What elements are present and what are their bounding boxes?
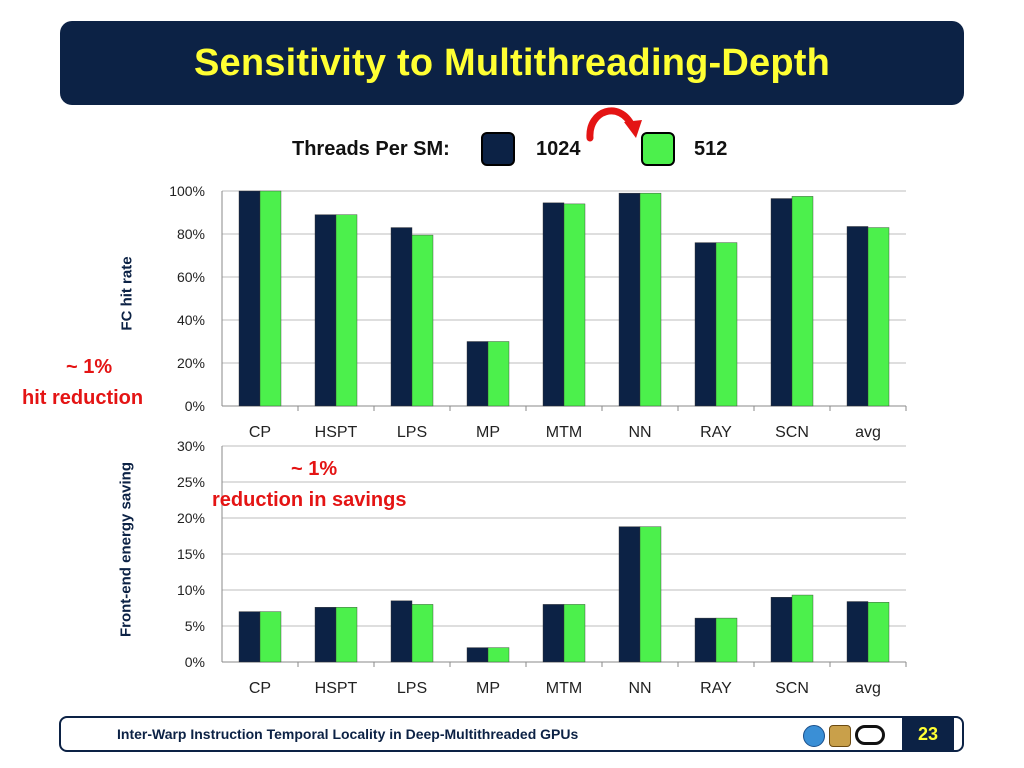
y-tick-label: 20% (177, 510, 205, 526)
bar-1024-avg (846, 601, 869, 663)
bar-512-avg (867, 227, 890, 407)
bar-512-LPS (411, 604, 434, 663)
crest-logo-icon (829, 725, 851, 747)
x-tick-label: HSPT (315, 424, 358, 441)
bar-1024-LPS (390, 600, 413, 663)
bar-512-RAY (715, 617, 738, 663)
bar-1024-avg (846, 226, 869, 407)
curved-arrow-icon (586, 107, 642, 142)
annotation-savings-text: reduction in savings (212, 489, 407, 511)
legend-swatch-512 (641, 132, 675, 166)
legend-label: Threads Per SM: (292, 138, 450, 160)
university-logo-icon (803, 725, 825, 747)
y-tick-label: 10% (177, 582, 205, 598)
chart-fc-hit-rate: 0% 20% 40% 60% 80% 100% CP HSPT LPS MP MTM NN RAY SCN… (169, 183, 907, 441)
bar-1024-SCN (770, 597, 793, 663)
bar-1024-SCN (770, 198, 793, 407)
y-tick-label: 5% (185, 618, 205, 634)
title-bar: Sensitivity to Multithreading-Depth (60, 21, 964, 105)
x-tick-label: RAY (700, 680, 732, 697)
bar-1024-NN (618, 526, 641, 663)
y-tick-label: 20% (177, 355, 205, 371)
x-tick-label: CP (249, 424, 271, 441)
bar-512-MP (487, 647, 510, 663)
bar-512-MTM (563, 203, 586, 407)
bar-1024-MTM (542, 202, 565, 407)
top-chart-ylabel: FC hit rate (118, 256, 136, 331)
bar-512-CP (259, 190, 282, 407)
bar-512-NN (639, 526, 662, 663)
bar-512-CP (259, 611, 282, 663)
x-tick-label: CP (249, 680, 271, 697)
bar-1024-CP (238, 611, 261, 663)
footer-bar: Inter-Warp Instruction Temporal Locality… (59, 716, 964, 752)
annotation-savings-percent: ~ 1% (291, 458, 338, 480)
annotation-hit-reduction-percent: ~ 1% (66, 356, 113, 378)
bar-1024-NN (618, 192, 641, 407)
bar-1024-HSPT (314, 607, 337, 663)
legend-entry-512: 512 (694, 138, 728, 160)
y-tick-label: 100% (169, 183, 205, 199)
x-tick-label: LPS (397, 680, 427, 697)
x-tick-label: NN (628, 424, 651, 441)
y-tick-label: 60% (177, 269, 205, 285)
bar-512-NN (639, 192, 662, 407)
bar-512-avg (867, 602, 890, 663)
legend-swatch-1024 (481, 132, 515, 166)
x-tick-label: HSPT (315, 680, 358, 697)
bottom-chart-ylabel: Front-end energy saving (117, 461, 135, 638)
bar-1024-RAY (694, 242, 717, 407)
bar-1024-LPS (390, 227, 413, 407)
bar-512-RAY (715, 242, 738, 407)
bar-512-SCN (791, 196, 814, 407)
x-tick-label: SCN (775, 424, 809, 441)
page-number: 23 (902, 716, 954, 752)
chain-logo-icon (855, 725, 885, 745)
bar-512-LPS (411, 234, 434, 407)
x-tick-label: MP (476, 680, 500, 697)
x-tick-label: SCN (775, 680, 809, 697)
legend-entry-1024: 1024 (536, 138, 581, 160)
annotation-hit-reduction-text: hit reduction (22, 387, 144, 409)
x-tick-label: avg (855, 680, 881, 697)
page-title: Sensitivity to Multithreading-Depth (193, 41, 831, 84)
x-tick-label: LPS (397, 424, 427, 441)
y-tick-label: 25% (177, 474, 205, 490)
x-tick-label: RAY (700, 424, 732, 441)
bar-1024-MTM (542, 604, 565, 663)
y-tick-label: 80% (177, 226, 205, 242)
bar-512-HSPT (335, 607, 358, 663)
y-tick-label: 0% (185, 398, 205, 414)
bar-512-MP (487, 341, 510, 407)
y-tick-label: 15% (177, 546, 205, 562)
y-tick-label: 0% (185, 654, 205, 670)
y-tick-label: 40% (177, 312, 205, 328)
x-tick-label: NN (628, 680, 651, 697)
x-tick-label: MTM (546, 424, 582, 441)
bar-512-HSPT (335, 214, 358, 407)
y-tick-label: 30% (177, 438, 205, 454)
bar-512-SCN (791, 594, 814, 663)
bar-1024-MP (466, 647, 489, 663)
x-tick-label: MP (476, 424, 500, 441)
bar-1024-RAY (694, 617, 717, 663)
x-tick-label: MTM (546, 680, 582, 697)
bar-512-MTM (563, 604, 586, 663)
bar-1024-CP (238, 190, 261, 407)
bar-1024-MP (466, 341, 489, 407)
bar-1024-HSPT (314, 214, 337, 407)
footer-title: Inter-Warp Instruction Temporal Locality… (117, 726, 579, 742)
chart-energy-saving: 0% 5% 10% 15% 20% 25% 30% CP HSPT LPS MP MTM NN RAY SC… (177, 438, 907, 697)
x-tick-label: avg (855, 424, 881, 441)
